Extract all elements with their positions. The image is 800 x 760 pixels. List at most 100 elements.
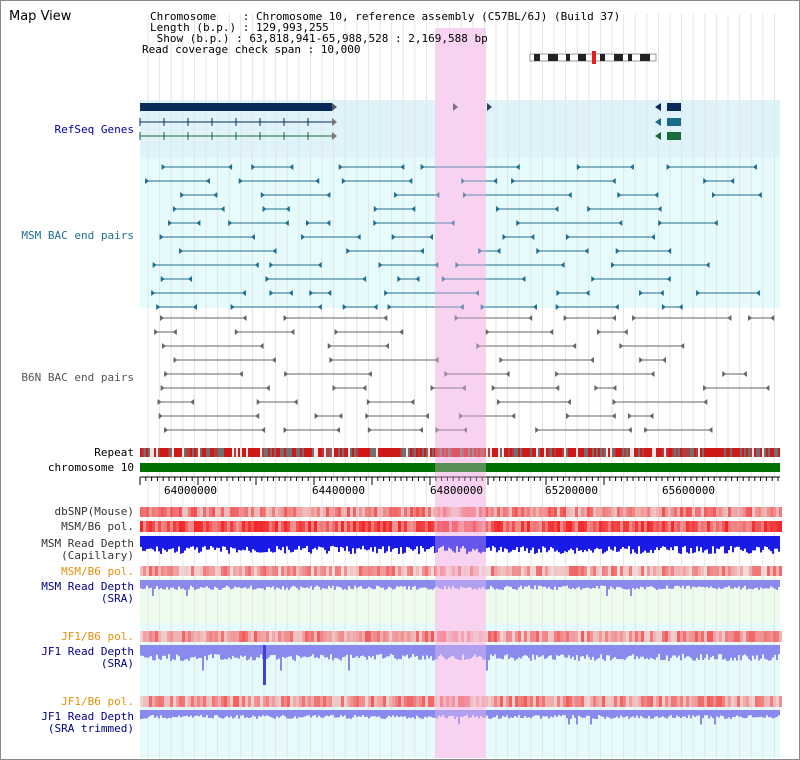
track-label-jf1-b6-pol[interactable]: JF1/B6 pol. bbox=[61, 630, 134, 643]
dbsnp-cell bbox=[404, 507, 407, 517]
repeat-seg bbox=[640, 448, 642, 457]
jf1-b6-pol-cell bbox=[212, 631, 215, 642]
msm-b6-pol-cell bbox=[665, 521, 668, 532]
track-label-jf1-depth-trimmed[interactable]: JF1 Read Depth bbox=[41, 710, 134, 723]
msm-depth-capillary-bar bbox=[364, 536, 366, 550]
msm-depth-sra-bar bbox=[768, 580, 770, 589]
jf1-depth-sra-bar bbox=[288, 645, 290, 657]
msm-bac-pair-end bbox=[515, 164, 520, 170]
jf1-depth-trimmed-bar bbox=[676, 710, 678, 716]
msm-b6-pol-sra-cell bbox=[548, 566, 551, 576]
repeat-seg bbox=[152, 448, 154, 457]
msm-depth-capillary-bar bbox=[244, 536, 246, 551]
repeat-seg bbox=[510, 448, 512, 457]
jf1-b6-pol-cell bbox=[380, 631, 383, 642]
dbsnp-cell bbox=[530, 507, 533, 517]
repeat-seg bbox=[248, 448, 250, 457]
track-label-b6n-bac[interactable]: B6N BAC end pairs bbox=[21, 371, 134, 384]
msm-depth-capillary-bar bbox=[540, 536, 542, 553]
jf1-depth-sra-bar bbox=[204, 645, 206, 657]
msm-depth-sra-bar bbox=[278, 580, 280, 589]
msm-b6-pol-sra-cell bbox=[410, 566, 413, 576]
track-label-msm-b6-pol[interactable]: MSM/B6 pol. bbox=[61, 520, 134, 533]
jf1-depth-sra-bar bbox=[690, 645, 692, 658]
msm-depth-capillary-bar bbox=[156, 536, 158, 547]
msm-b6-pol-cell bbox=[284, 521, 287, 532]
track-label-refseq[interactable]: RefSeq Genes bbox=[54, 123, 134, 136]
jf1-depth-trimmed-bar bbox=[730, 710, 732, 719]
repeat-seg bbox=[356, 448, 358, 457]
coverage-span-line: Read coverage check span : 10,000 bbox=[142, 43, 361, 56]
repeat-seg bbox=[464, 448, 466, 457]
repeat-seg bbox=[254, 448, 256, 457]
repeat-seg bbox=[262, 448, 264, 457]
dbsnp-cell bbox=[650, 507, 653, 517]
msm-b6-pol-cell bbox=[701, 521, 704, 532]
jf1-depth-trimmed-bar bbox=[484, 710, 486, 718]
track-label-jf1-b6-pol-2[interactable]: JF1/B6 pol. bbox=[61, 695, 134, 708]
msm-depth-capillary-bar bbox=[670, 536, 672, 548]
msm-depth-sra-bar bbox=[150, 580, 152, 588]
track-label-msm-bac[interactable]: MSM BAC end pairs bbox=[21, 229, 134, 242]
msm-b6-pol-sra-cell bbox=[152, 566, 155, 576]
jf1-depth-trimmed-bar bbox=[634, 710, 636, 718]
msm-depth-sra-bar bbox=[676, 580, 678, 586]
jf1-depth-sra-bar bbox=[200, 645, 202, 658]
msm-depth-sra-bar bbox=[562, 580, 564, 587]
msm-b6-pol-sra-cell bbox=[302, 566, 305, 576]
msm-b6-pol-cell bbox=[578, 521, 581, 532]
jf1-b6-pol-2-cell bbox=[356, 696, 359, 707]
jf1-depth-sra-bar bbox=[558, 645, 560, 657]
track-label-msm-b6-pol-sra[interactable]: MSM/B6 pol. bbox=[61, 565, 134, 578]
b6n-bac-pair-end bbox=[627, 413, 632, 419]
jf1-depth-sra-bar bbox=[678, 645, 680, 656]
jf1-b6-pol-2-cell bbox=[629, 696, 632, 707]
msm-b6-pol-sra-cell bbox=[317, 566, 320, 576]
jf1-depth-sra-bar bbox=[548, 645, 550, 656]
msm-depth-capillary-bar bbox=[362, 536, 364, 546]
jf1-b6-pol-cell bbox=[416, 631, 419, 642]
jf1-b6-pol-2-cell bbox=[299, 696, 302, 707]
jf1-b6-pol-2-cell bbox=[383, 696, 386, 707]
jf1-depth-trimmed-bar bbox=[276, 710, 278, 717]
msm-depth-sra-bar bbox=[366, 580, 368, 589]
msm-depth-sra-bar bbox=[630, 580, 632, 596]
msm-b6-pol-sra-cell bbox=[497, 566, 500, 576]
track-label-jf1-depth-sra[interactable]: JF1 Read Depth bbox=[41, 645, 134, 658]
track-label-repeat[interactable]: Repeat bbox=[94, 446, 134, 459]
jf1-depth-trimmed-bar bbox=[280, 710, 282, 717]
jf1-depth-sra-bar bbox=[664, 645, 666, 660]
msm-depth-capillary-bar bbox=[508, 536, 510, 553]
jf1-b6-pol-2-cell bbox=[521, 696, 524, 707]
track-label-chromosome[interactable]: chromosome 10 bbox=[47, 461, 134, 474]
msm-b6-pol-cell bbox=[224, 521, 227, 532]
msm-depth-capillary-bar bbox=[224, 536, 226, 547]
jf1-depth-sra-bar bbox=[258, 645, 260, 658]
track-label-msm-depth-capillary[interactable]: MSM Read Depth bbox=[41, 537, 134, 550]
jf1-depth-sra-bar bbox=[418, 645, 420, 660]
repeat-seg bbox=[328, 448, 330, 457]
jf1-b6-pol-cell bbox=[446, 631, 449, 642]
msm-b6-pol-sra-cell bbox=[590, 566, 593, 576]
jf1-depth-sra-bar bbox=[266, 645, 268, 660]
msm-b6-pol-sra-cell bbox=[308, 566, 311, 576]
jf1-depth-sra-bar bbox=[396, 645, 398, 660]
jf1-b6-pol-2-cell bbox=[446, 696, 449, 707]
jf1-b6-pol-2-cell bbox=[623, 696, 626, 707]
track-label-msm-depth-sra[interactable]: MSM Read Depth bbox=[41, 580, 134, 593]
track-label-dbsnp[interactable]: dbSNP(Mouse) bbox=[54, 505, 134, 518]
repeat-seg bbox=[718, 448, 720, 457]
dbsnp-cell bbox=[764, 507, 767, 517]
msm-depth-capillary-bar bbox=[644, 536, 646, 551]
msm-b6-pol-cell bbox=[188, 521, 191, 532]
jf1-b6-pol-2-cell bbox=[266, 696, 269, 707]
jf1-depth-sra-bar bbox=[734, 645, 736, 658]
jf1-depth-sra-bar bbox=[190, 645, 192, 658]
repeat-seg bbox=[598, 448, 600, 457]
jf1-depth-sra-bar bbox=[218, 645, 220, 655]
msm-b6-pol-sra-cell bbox=[179, 566, 182, 576]
dbsnp-cell bbox=[554, 507, 557, 517]
msm-bac-pair-end bbox=[373, 220, 378, 226]
dbsnp-cell bbox=[662, 507, 665, 517]
